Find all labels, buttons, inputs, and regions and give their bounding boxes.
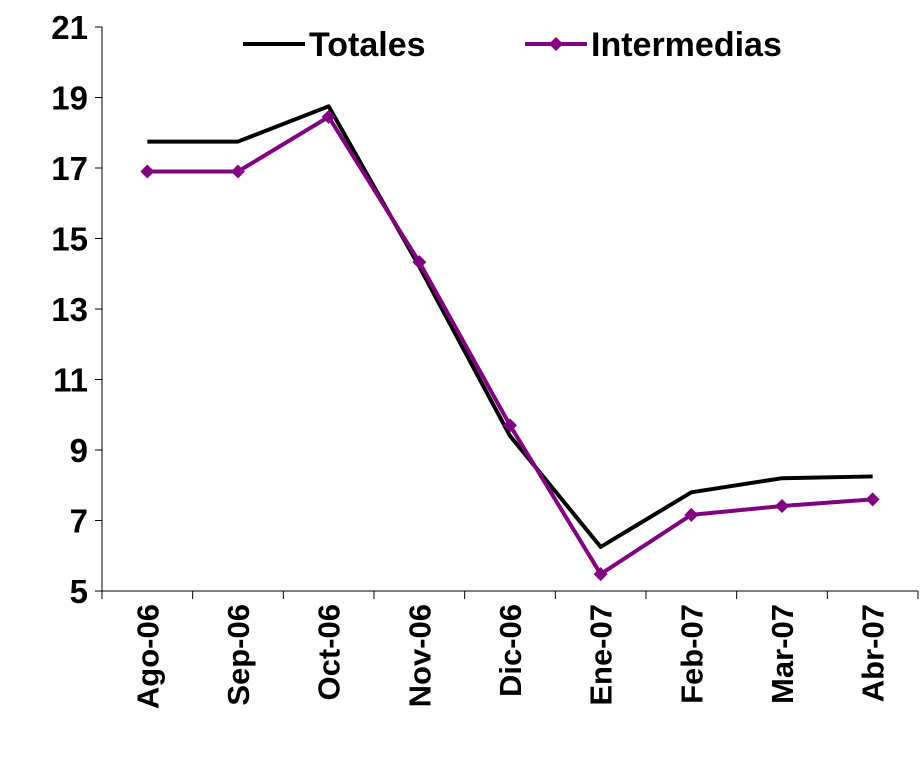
- series-marker: [684, 507, 699, 522]
- x-tick-label: Abr-07: [856, 604, 891, 702]
- legend-marker: [549, 37, 563, 51]
- series-marker: [593, 567, 608, 582]
- x-tick-label: Feb-07: [674, 604, 709, 704]
- series-marker: [503, 418, 517, 433]
- y-tick-label: 15: [51, 221, 88, 258]
- y-tick-label: 17: [51, 150, 88, 187]
- x-tick-label: Mar-07: [765, 604, 800, 704]
- series-line: [147, 104, 873, 549]
- y-tick-label: 5: [70, 573, 88, 610]
- x-tick-label: Nov-06: [402, 604, 437, 707]
- y-tick-label: 13: [51, 291, 88, 328]
- x-tick-label: Ago-06: [130, 604, 165, 709]
- series-marker: [775, 499, 789, 514]
- series-marker: [231, 164, 245, 179]
- x-tick-label: Dic-06: [493, 604, 528, 697]
- legend-label: Totales: [309, 26, 426, 64]
- series-marker: [140, 164, 155, 179]
- y-tick-label: 9: [70, 432, 88, 469]
- y-tick-label: 19: [51, 80, 88, 117]
- y-tick-label: 21: [51, 9, 88, 46]
- y-tick-label: 7: [70, 503, 88, 540]
- x-tick-label: Ene-07: [584, 604, 619, 706]
- series-line: [147, 114, 873, 577]
- series-marker: [412, 255, 427, 270]
- legend-label: Intermedias: [591, 26, 782, 64]
- series-marker: [865, 492, 880, 507]
- y-tick-label: 11: [53, 362, 88, 399]
- x-tick-label: Oct-06: [312, 604, 347, 700]
- x-tick-label: Sep-06: [221, 604, 256, 706]
- series-marker: [321, 109, 336, 124]
